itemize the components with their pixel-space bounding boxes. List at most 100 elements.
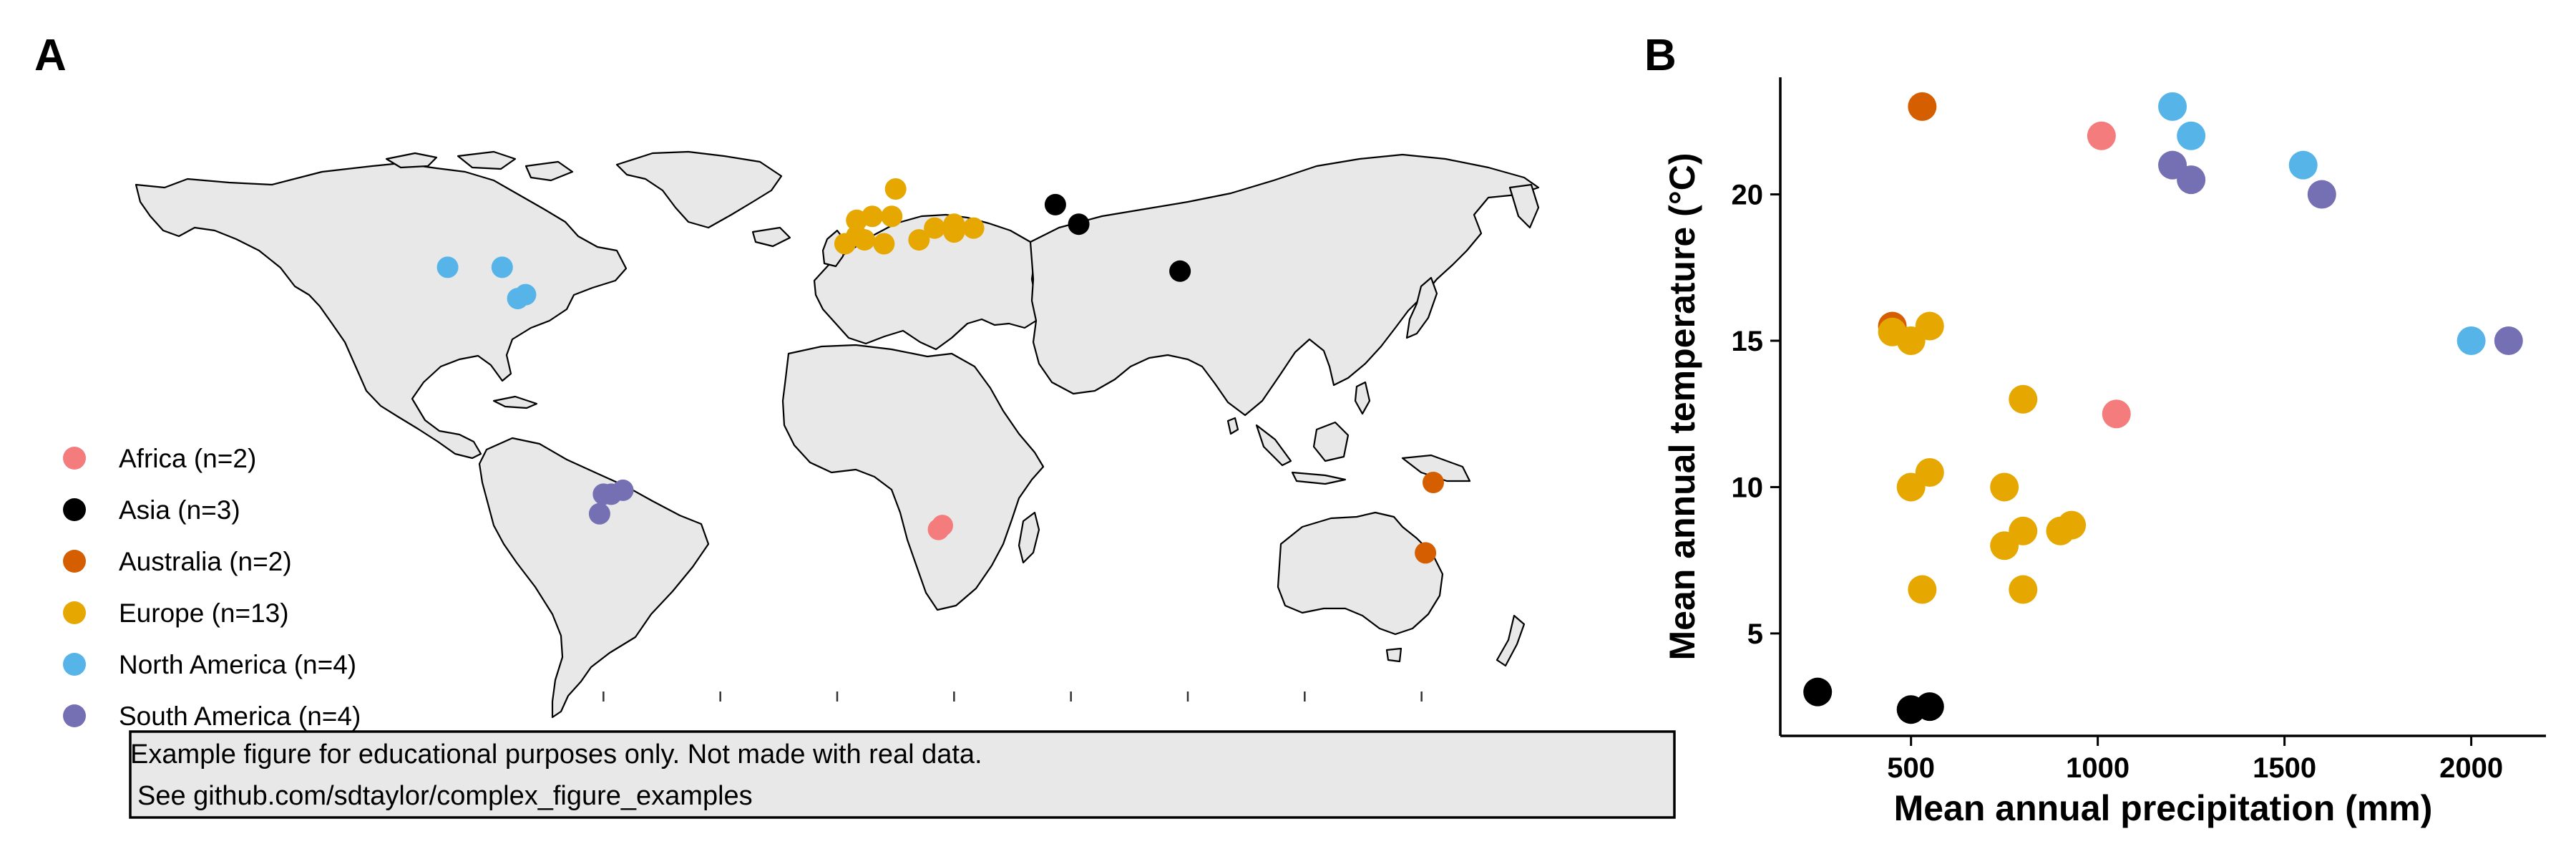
- region-legend: Africa (n=2) Asia (n=3) Australia (n=2) Eur…: [63, 444, 361, 731]
- scatter-point-europe: [2057, 510, 2087, 540]
- scatter-point-europe: [1908, 575, 1937, 604]
- scatter-points: [1803, 92, 2523, 724]
- legend-key-australia: [63, 550, 86, 573]
- land-north-america: [135, 162, 628, 460]
- y-tick-label: 10: [1732, 472, 1764, 503]
- note-line-1: Example figure for educational purposes …: [130, 739, 982, 770]
- note-box-frame: [129, 730, 1676, 819]
- scatter-point-north-america: [2457, 326, 2486, 355]
- map-site-europe: [846, 225, 868, 247]
- map-site-europe: [924, 217, 946, 239]
- land-australia: [1277, 511, 1444, 636]
- map-longitude-ticks: [602, 691, 1423, 702]
- x-axis-title: Mean annual precipitation (mm): [1894, 788, 2433, 828]
- scatter-point-asia: [1915, 692, 1944, 722]
- scatter-point-asia: [1803, 677, 1833, 707]
- land-africa: [781, 344, 1045, 611]
- legend-label-europe: Europe (n=13): [119, 598, 289, 628]
- y-tick-label: 15: [1732, 326, 1764, 357]
- map-site-europe: [943, 221, 965, 243]
- x-tick-label: 1500: [2253, 752, 2316, 784]
- scatter-point-south-america: [2494, 326, 2523, 355]
- land-tasmania: [1385, 647, 1402, 663]
- legend-item-asia: Asia (n=3): [63, 495, 240, 525]
- scatter-ticks: 500 1000 1500 2000 5 10 15 20: [1732, 180, 2504, 784]
- scatter-point-north-america: [2177, 121, 2206, 150]
- y-tick-label: 20: [1732, 180, 1764, 211]
- legend-label-north-america: North America (n=4): [119, 650, 356, 679]
- x-tick-label: 2000: [2439, 752, 2503, 784]
- legend-label-asia: Asia (n=3): [119, 495, 240, 525]
- legend-item-south-america: South America (n=4): [63, 702, 361, 731]
- land-new-zealand: [1496, 614, 1526, 667]
- scatter-point-europe: [2009, 575, 2038, 604]
- map-site-north-america: [436, 256, 459, 278]
- legend-label-africa: Africa (n=2): [119, 444, 256, 473]
- panel-label-b: B: [1644, 31, 1677, 80]
- note-line-2: See github.com/sdtaylor/complex_figure_e…: [137, 781, 753, 811]
- scatter-point-europe: [2009, 516, 2038, 545]
- x-tick-label: 500: [1887, 752, 1935, 784]
- land-asia: [1029, 153, 1540, 417]
- land-cuba: [492, 395, 538, 409]
- legend-item-europe: Europe (n=13): [63, 598, 289, 628]
- map-site-south-america: [612, 479, 634, 501]
- map-site-australia: [1415, 542, 1437, 564]
- scatter-panel: 500 1000 1500 2000 5 10 15 20 Mean annual preci…: [1662, 77, 2546, 828]
- map-site-europe: [873, 233, 895, 255]
- scatter-point-europe: [1915, 311, 1944, 341]
- land-japan: [1405, 276, 1438, 339]
- map-site-australia: [1423, 472, 1444, 493]
- land-arctic-island-1: [385, 152, 438, 169]
- y-tick-label: 5: [1747, 618, 1763, 650]
- scatter-point-africa: [2102, 399, 2131, 429]
- scatter-point-south-america: [2307, 180, 2336, 209]
- y-axis-title: Mean annual temperature (°C): [1662, 152, 1702, 660]
- land-kamchatka: [1508, 183, 1540, 229]
- land-philippines: [1354, 381, 1371, 415]
- legend-label-australia: Australia (n=2): [119, 547, 292, 576]
- map-site-europe: [884, 178, 907, 200]
- legend-key-europe: [63, 601, 86, 624]
- map-site-europe: [881, 205, 903, 228]
- legend-key-asia: [63, 498, 86, 521]
- map-site-asia: [1169, 260, 1191, 282]
- land-iceland: [751, 226, 791, 248]
- legend-key-south-america: [63, 704, 86, 727]
- land-madagascar: [1018, 511, 1040, 564]
- land-arctic-island-2: [457, 150, 517, 170]
- land-new-guinea: [1401, 454, 1471, 482]
- map-site-europe: [862, 205, 883, 228]
- scatter-point-europe: [1915, 458, 1944, 487]
- scatter-point-south-america: [2177, 165, 2206, 195]
- scatter-point-europe: [1990, 472, 2019, 502]
- land-sumatra: [1255, 424, 1292, 467]
- legend-label-south-america: South America (n=4): [119, 702, 361, 731]
- map-site-south-america: [588, 503, 610, 525]
- x-tick-label: 1000: [2066, 752, 2129, 784]
- land-arctic-island-3: [525, 160, 574, 182]
- scatter-point-australia: [1908, 92, 1937, 121]
- scatter-point-africa: [2087, 121, 2116, 150]
- map-site-north-america: [514, 283, 537, 306]
- scatter-point-north-america: [2158, 92, 2187, 121]
- scatter-point-europe: [2009, 384, 2038, 414]
- legend-item-north-america: North America (n=4): [63, 650, 356, 679]
- legend-item-africa: Africa (n=2): [63, 444, 256, 473]
- land-sri-lanka: [1226, 417, 1239, 435]
- map-site-asia: [1044, 193, 1066, 215]
- legend-key-africa: [63, 447, 86, 470]
- map-site-europe: [908, 229, 930, 251]
- land-java: [1291, 471, 1347, 485]
- panel-label-a: A: [34, 31, 67, 80]
- land-greenland: [615, 150, 783, 229]
- map-site-europe: [962, 217, 985, 239]
- land-borneo: [1312, 421, 1350, 462]
- map-site-points: [436, 178, 1444, 564]
- world-map-panel: [135, 150, 1540, 719]
- map-site-north-america: [491, 256, 513, 278]
- legend-item-australia: Australia (n=2): [63, 547, 292, 576]
- land-south-america: [478, 437, 710, 719]
- legend-key-north-america: [63, 653, 86, 676]
- map-site-asia: [1068, 213, 1090, 236]
